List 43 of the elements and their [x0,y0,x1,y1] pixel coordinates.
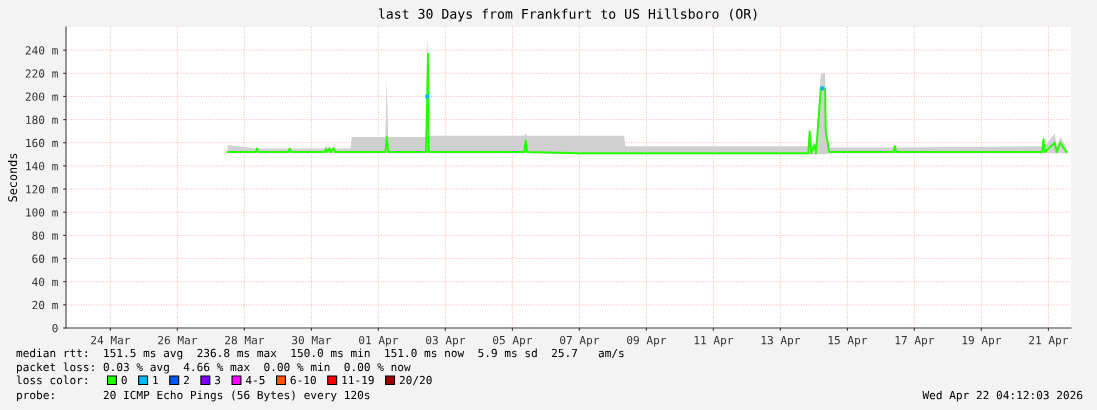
x-tick-label: 11 Apr [694,336,734,347]
x-tick-label: 13 Apr [761,335,801,347]
y-tick-label: 100 m [26,208,58,217]
y-tick-label: 60 m [32,254,58,263]
chart-title: last 30 Days from Frankfurt to US Hillsboro (OR) [378,8,757,22]
x-tick-label: 26 Mar [158,335,198,345]
x-tick-label: 28 Mar [225,335,265,345]
y-tick-label: 160 m [26,138,58,148]
y-tick-label: 220 m [25,69,58,78]
x-tick-label: 17 Apr [895,336,935,347]
y-tick-label: 240 m [25,46,58,55]
text: probe: 20 ICMP Echo Pings (56 Bytes) every 120s [17,390,370,402]
y-axis-title: Seconds [7,153,18,202]
y-tick-label: 40 m [32,277,58,287]
y-tick-label: 180 m [26,115,58,125]
legend-label: 3 [214,375,221,385]
legend-label: 6-10 [290,375,316,385]
y-tick-label: 140 m [26,161,58,171]
x-tick-label: 09 Apr [627,335,667,347]
text: median rtt: 151.5 ms avg 236.8 ms max 150.0 ms min 151.0 ms now 5.9 ms sd 25.7 am/s [16,348,624,360]
legend-label: 20/20 [399,375,432,386]
x-tick-label: 01 Apr [359,335,399,347]
y-tick-label: 20 m [32,300,58,310]
x-tick-label: 05 Apr [493,335,533,347]
legend-title: loss color: [16,375,87,385]
y-tick-label: 0 [52,324,58,333]
text: packet loss: 0.03 % avg 4.66 % max 0.00 % min 0.00 % now [17,362,411,374]
text: Wed Apr 22 04:12:03 2026 [922,390,1083,402]
x-tick-label: 15 Apr [828,336,868,347]
x-tick-label: 07 Apr [560,335,600,347]
x-tick-label: 03 Apr [426,335,466,347]
y-tick-label: 200 m [25,92,58,101]
legend-label: 11-19 [342,375,374,385]
x-tick-label: 24 Mar [91,335,131,345]
legend-label: 4-5 [245,375,265,385]
legend-label: 2 [183,375,189,385]
x-tick-label: 19 Apr [962,335,1002,347]
legend-label: 1 [153,375,158,385]
legend-label: 0 [121,375,127,385]
y-tick-label: 80 m [32,231,58,240]
y-tick-label: 120 m [26,185,58,194]
x-tick-label: 30 Mar [292,335,332,345]
x-tick-label: 21 Apr [1029,335,1069,347]
